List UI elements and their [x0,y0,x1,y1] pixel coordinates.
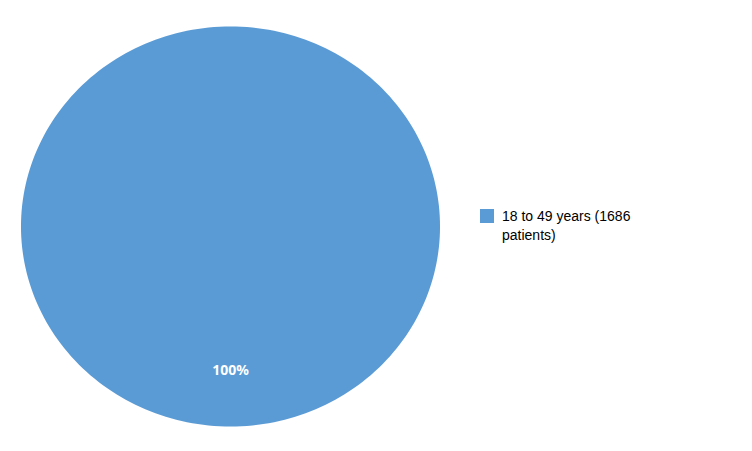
html-text:18 to 49 years (1686 patients): 18 to 49 years (1686 patients) [502,208,631,243]
svg-text:100%: 100% [212,359,249,378]
